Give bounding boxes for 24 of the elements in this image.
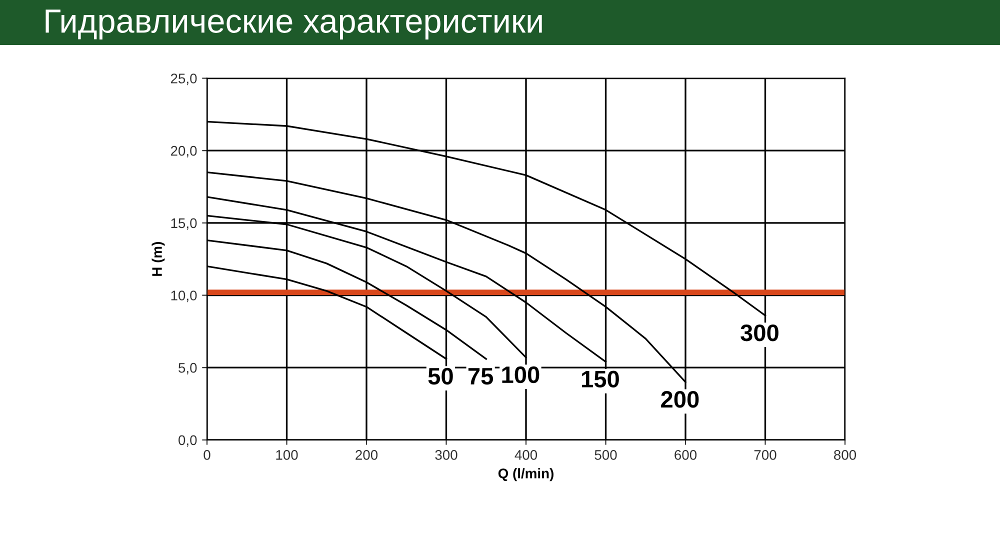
- x-tick-label: 200: [356, 450, 378, 460]
- y-tick-label: 0,0: [178, 435, 197, 447]
- series-label: 300: [740, 324, 778, 342]
- series-label: 150: [582, 370, 619, 388]
- y-tick-label: 10,0: [171, 290, 197, 302]
- y-tick-label: 20,0: [170, 146, 197, 158]
- y-tick-label: 15,0: [171, 218, 197, 230]
- x-tick-label: 600: [674, 450, 697, 460]
- series-label: 50: [428, 368, 453, 385]
- x-axis-title: Q (l/min): [498, 468, 554, 482]
- series-label: 75: [468, 368, 494, 385]
- x-tick-label: 100: [276, 450, 298, 460]
- series-label: 200: [661, 391, 699, 408]
- chart-title: Гидравлические характеристики: [46, 10, 542, 40]
- y-tick-label: 25,0: [170, 74, 197, 86]
- y-axis-title: H (m): [152, 242, 165, 276]
- x-tick-label: 700: [754, 450, 776, 460]
- x-tick-label: 500: [594, 450, 617, 460]
- series-label: 100: [502, 366, 540, 384]
- x-tick-label: 0: [204, 450, 210, 460]
- x-tick-label: 800: [834, 450, 856, 460]
- x-tick-label: 400: [514, 450, 538, 460]
- y-tick-label: 5,0: [178, 362, 197, 374]
- x-tick-label: 300: [435, 450, 458, 460]
